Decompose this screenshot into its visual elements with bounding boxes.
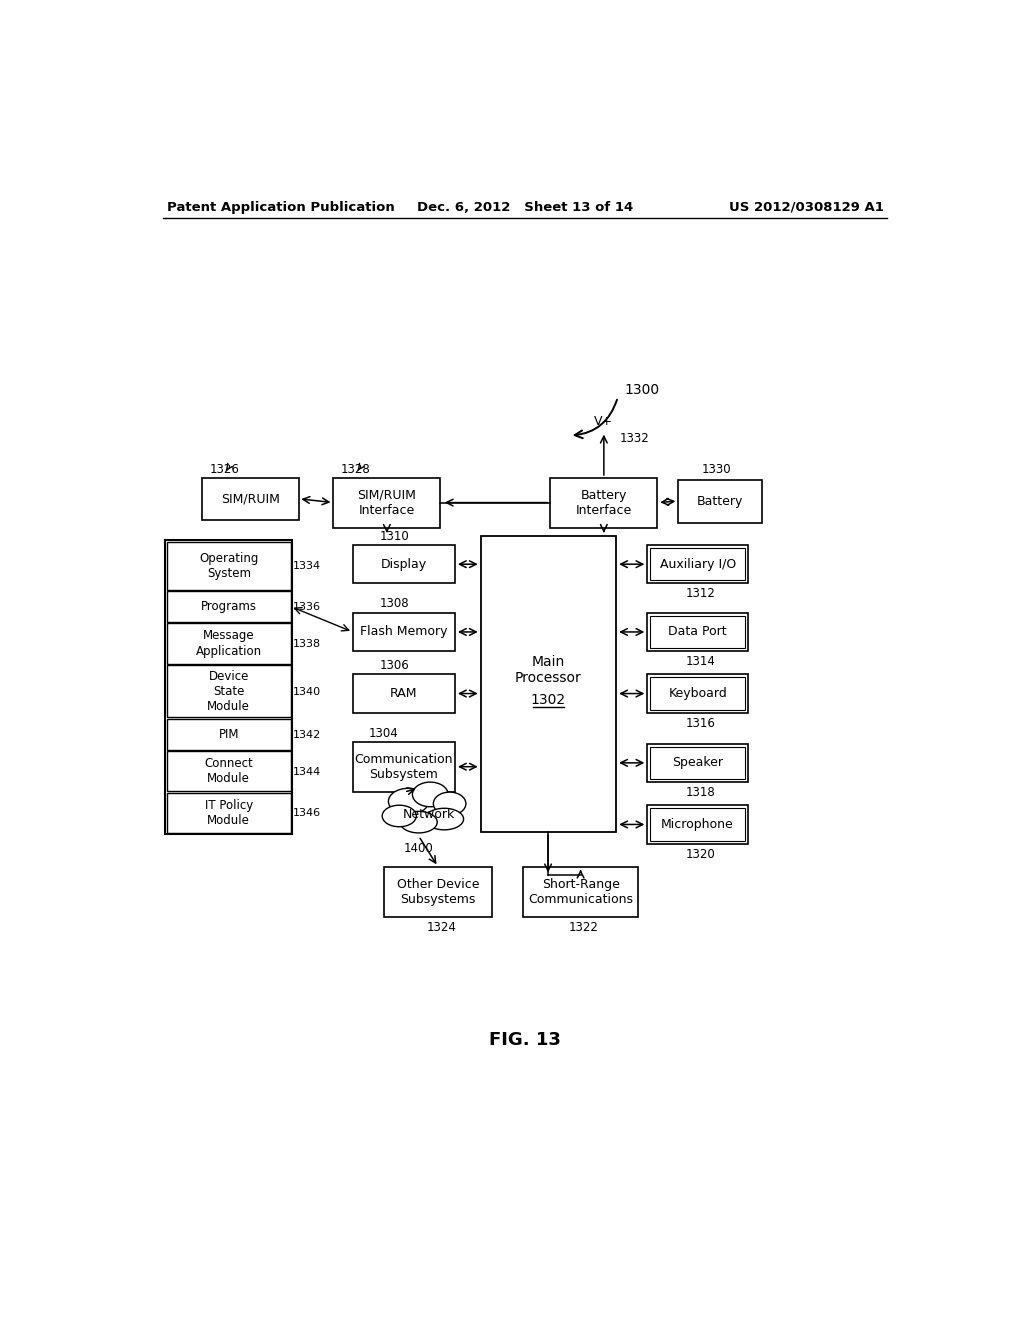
Text: Other Device
Subsystems: Other Device Subsystems [396, 878, 479, 906]
Text: 1308: 1308 [380, 597, 410, 610]
Ellipse shape [413, 781, 449, 807]
Bar [647, 612, 748, 651]
Text: 1330: 1330 [701, 462, 731, 475]
Text: Patent Application Publication: Patent Application Publication [167, 201, 394, 214]
Bar [650, 677, 744, 710]
Bar [167, 591, 291, 622]
Bar [167, 793, 291, 833]
Bar [334, 478, 440, 528]
Bar [650, 747, 744, 779]
Bar [167, 623, 291, 664]
Text: 1312: 1312 [686, 587, 716, 601]
Bar [165, 540, 292, 834]
Text: Speaker: Speaker [672, 756, 723, 770]
Text: 1344: 1344 [293, 767, 322, 776]
Bar [167, 751, 291, 792]
Text: 1310: 1310 [380, 529, 410, 543]
Text: 1340: 1340 [293, 686, 322, 697]
Text: 1336: 1336 [293, 602, 322, 612]
Bar [384, 867, 493, 917]
Text: IT Policy
Module: IT Policy Module [205, 799, 253, 826]
Text: Flash Memory: Flash Memory [360, 626, 447, 639]
FancyArrowPatch shape [226, 463, 232, 470]
Bar [550, 478, 657, 528]
Text: 1332: 1332 [621, 432, 650, 445]
Text: 1318: 1318 [686, 785, 716, 799]
Text: SIM/RUIM: SIM/RUIM [220, 492, 280, 506]
Ellipse shape [382, 805, 417, 826]
Ellipse shape [425, 808, 464, 830]
Text: RAM: RAM [390, 686, 418, 700]
Bar [647, 805, 748, 843]
Bar [647, 545, 748, 583]
Text: 1320: 1320 [686, 847, 716, 861]
Bar [167, 543, 291, 590]
Bar [650, 548, 744, 581]
Text: Network: Network [402, 808, 455, 821]
Text: Communication
Subsystem: Communication Subsystem [354, 754, 454, 781]
Bar [678, 480, 762, 523]
Text: Dec. 6, 2012   Sheet 13 of 14: Dec. 6, 2012 Sheet 13 of 14 [417, 201, 633, 214]
Text: 1306: 1306 [380, 659, 410, 672]
Bar [352, 742, 455, 792]
Text: Connect
Module: Connect Module [205, 758, 253, 785]
Text: 1400: 1400 [403, 842, 433, 855]
Text: 1316: 1316 [686, 717, 716, 730]
Text: Programs: Programs [201, 601, 257, 612]
Text: US 2012/0308129 A1: US 2012/0308129 A1 [729, 201, 884, 214]
Bar [650, 615, 744, 648]
Text: Display: Display [381, 557, 427, 570]
Text: Microphone: Microphone [662, 818, 734, 832]
Text: Operating
System: Operating System [199, 552, 258, 579]
Text: Data Port: Data Port [669, 626, 727, 639]
Bar [480, 536, 616, 832]
Bar [352, 612, 455, 651]
Text: 1302: 1302 [530, 693, 565, 708]
Text: Battery
Interface: Battery Interface [575, 488, 632, 517]
Text: 1326: 1326 [209, 462, 240, 475]
Text: PIM: PIM [218, 727, 239, 741]
Bar [352, 675, 455, 713]
Text: 1304: 1304 [369, 726, 398, 739]
Text: Battery: Battery [697, 495, 743, 508]
Text: SIM/RUIM
Interface: SIM/RUIM Interface [357, 488, 417, 517]
Bar [647, 675, 748, 713]
Text: Short-Range
Communications: Short-Range Communications [528, 878, 633, 906]
Text: 1334: 1334 [293, 561, 322, 572]
Bar [650, 808, 744, 841]
Text: Main
Processor: Main Processor [515, 655, 582, 685]
Text: 1338: 1338 [293, 639, 322, 649]
FancyArrowPatch shape [358, 463, 365, 470]
Ellipse shape [433, 792, 466, 816]
Text: 1314: 1314 [686, 655, 716, 668]
Text: 1324: 1324 [426, 921, 457, 933]
Bar [202, 478, 299, 520]
Text: FIG. 13: FIG. 13 [488, 1031, 561, 1049]
Text: Keyboard: Keyboard [669, 686, 727, 700]
Text: 1346: 1346 [293, 808, 322, 818]
Bar [647, 743, 748, 781]
FancyArrowPatch shape [574, 400, 617, 438]
Bar [352, 545, 455, 583]
Text: Message
Application: Message Application [196, 630, 262, 657]
Text: V+: V+ [594, 414, 613, 428]
Text: Device
State
Module: Device State Module [207, 669, 250, 713]
Bar [167, 719, 291, 750]
Bar [167, 665, 291, 718]
Text: 1342: 1342 [293, 730, 322, 739]
Text: 1328: 1328 [341, 462, 371, 475]
Text: 1300: 1300 [624, 383, 659, 397]
Bar [523, 867, 638, 917]
Text: 1322: 1322 [569, 921, 599, 933]
Text: Auxiliary I/O: Auxiliary I/O [659, 557, 736, 570]
Ellipse shape [388, 788, 429, 814]
Ellipse shape [400, 812, 437, 833]
